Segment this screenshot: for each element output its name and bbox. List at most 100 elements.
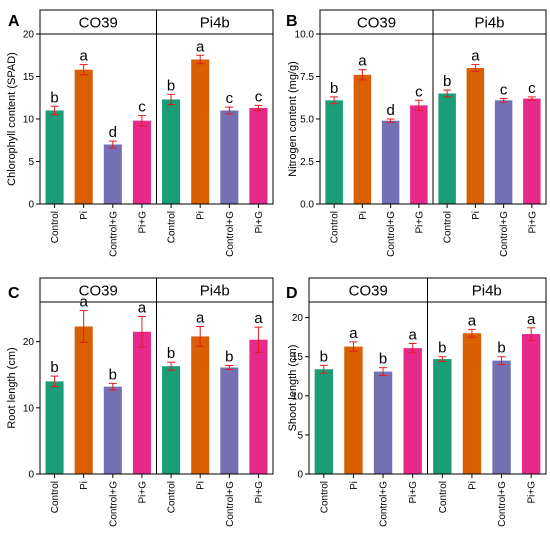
y-tick-label: 7.5 [300, 72, 314, 83]
x-tick-label: Pi [467, 481, 478, 490]
panel-letter: A [8, 13, 20, 30]
bar [220, 367, 239, 474]
bar [522, 334, 541, 474]
facet-strip-label: CO39 [349, 283, 388, 300]
y-tick-label: 0.0 [300, 200, 314, 211]
y-axis-label: Chlorophyll content (SPAD) [6, 52, 18, 186]
significance-letter: b [109, 366, 117, 383]
x-tick-label: Pi+G [254, 481, 265, 504]
x-tick-label: Pi+G [414, 211, 425, 234]
significance-letter: d [109, 124, 117, 141]
x-tick-label: Control [438, 481, 449, 513]
y-tick-label: 20 [292, 313, 304, 324]
significance-letter: a [468, 312, 477, 329]
x-tick-label: Pi+G [137, 481, 148, 504]
bar [220, 110, 239, 204]
bar [353, 74, 372, 204]
facet-strip-label: CO39 [79, 15, 118, 32]
significance-letter: b [438, 340, 446, 357]
significance-letter: c [500, 82, 508, 99]
y-tick-label: 10.0 [295, 30, 315, 41]
x-tick-label: Pi [196, 481, 207, 490]
panel-letter: B [286, 13, 298, 30]
x-tick-label: Pi+G [527, 211, 538, 234]
significance-letter: d [386, 102, 394, 119]
significance-letter: a [358, 53, 367, 70]
facet-strip [156, 9, 274, 35]
bar [191, 59, 210, 204]
x-tick-label: Pi [79, 211, 90, 220]
significance-letter: b [50, 359, 58, 376]
facet-panel-border [156, 33, 274, 205]
bar [410, 105, 428, 204]
facet-panel-border [156, 301, 274, 475]
significance-letter: b [50, 89, 58, 106]
significance-letter: a [254, 310, 263, 327]
x-tick-label: Control [50, 481, 61, 513]
y-axis-label: Shoot length (cm) [287, 345, 299, 432]
bar [249, 339, 268, 474]
x-tick-label: Pi+G [408, 481, 419, 504]
bar [373, 371, 393, 474]
significance-letter: c [138, 99, 146, 116]
y-tick-label: 5 [297, 430, 303, 441]
y-tick-label: 0 [297, 470, 303, 481]
bar [433, 359, 452, 474]
significance-letter: b [379, 351, 387, 368]
y-tick-label: 5.0 [300, 115, 314, 126]
y-tick-label: 0 [28, 200, 34, 211]
facet-panel-border [432, 33, 547, 205]
facet-strip-label: CO39 [79, 283, 118, 300]
bar [325, 100, 343, 204]
facet-panel-border [427, 301, 547, 475]
bar [381, 120, 400, 204]
x-tick-label: Control [330, 211, 341, 243]
panel-letter: D [286, 285, 298, 302]
bar [103, 386, 122, 474]
y-tick-label: 0 [28, 470, 34, 481]
significance-letter: a [527, 311, 536, 328]
bar [45, 381, 64, 474]
significance-letter: b [497, 340, 505, 357]
x-tick-label: Control+G [386, 211, 397, 257]
bar [462, 333, 482, 474]
y-axis-label: Root length (cm) [6, 347, 18, 428]
x-tick-label: Control [443, 211, 454, 243]
bar [74, 69, 93, 204]
x-tick-label: Control+G [225, 211, 236, 257]
bar [103, 144, 122, 204]
bar [494, 100, 513, 204]
significance-letter: a [80, 48, 89, 65]
x-tick-label: Control [167, 481, 178, 513]
bar [314, 369, 333, 474]
significance-letter: c [226, 90, 234, 107]
y-tick-label: 10 [23, 403, 35, 414]
bar [492, 360, 511, 474]
significance-letter: b [167, 77, 175, 94]
significance-letter: b [320, 348, 328, 365]
y-tick-label: 2.5 [300, 157, 314, 168]
significance-letter: a [196, 309, 205, 326]
facet-strip [308, 277, 428, 303]
significance-letter: b [225, 349, 233, 366]
significance-letter: b [167, 345, 175, 362]
x-tick-label: Control+G [499, 211, 510, 257]
x-tick-label: Pi+G [137, 211, 148, 234]
x-tick-label: Pi [471, 211, 482, 220]
x-tick-label: Pi [196, 211, 207, 220]
significance-letter: c [528, 80, 536, 97]
y-tick-label: 10 [23, 115, 35, 126]
x-tick-label: Pi+G [254, 211, 265, 234]
bar [162, 99, 181, 204]
bar [191, 336, 210, 474]
x-tick-label: Pi [358, 211, 369, 220]
x-tick-label: Control+G [225, 481, 236, 527]
x-tick-label: Pi+G [527, 481, 538, 504]
bar [45, 110, 64, 204]
bar [132, 120, 151, 204]
x-tick-label: Control+G [108, 211, 119, 257]
x-tick-label: Control [50, 211, 61, 243]
facet-strip-label: Pi4b [472, 283, 502, 300]
bar [132, 331, 151, 474]
